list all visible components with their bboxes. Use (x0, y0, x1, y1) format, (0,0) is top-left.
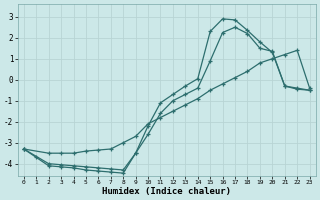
X-axis label: Humidex (Indice chaleur): Humidex (Indice chaleur) (102, 187, 231, 196)
